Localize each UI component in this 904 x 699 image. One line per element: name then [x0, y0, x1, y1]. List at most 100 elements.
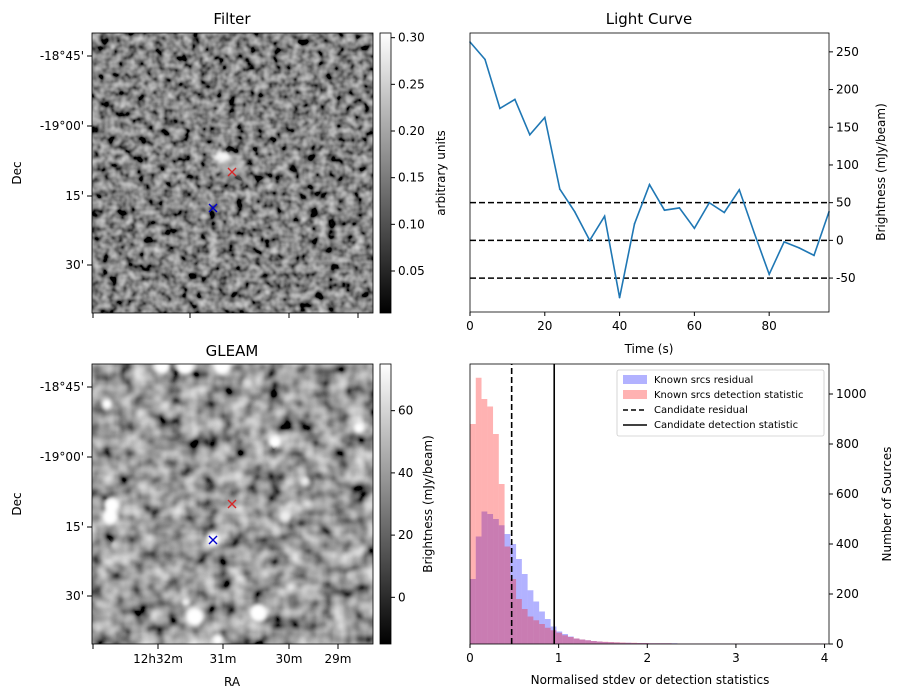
- histogram-candidate-lines: [510, 364, 556, 644]
- y-tick-label: 100: [836, 158, 859, 172]
- histogram-bar: [493, 519, 499, 644]
- y-tick-label: -50: [836, 271, 856, 285]
- y-tick-label: 200: [836, 83, 859, 97]
- gleam-x-label: RA: [224, 675, 241, 689]
- filter-y-ticks: -18°45' -19°00' 15' 30': [40, 49, 92, 272]
- histogram-bar: [590, 641, 597, 644]
- histogram-bar: [602, 642, 609, 644]
- histogram-bar: [637, 643, 643, 644]
- y-tick-label: 15': [65, 189, 84, 203]
- filter-title: Filter: [213, 10, 251, 28]
- filter-colorbar: 0.05 0.10 0.15 0.20 0.25 0.30 arbitrary units: [379, 31, 448, 314]
- colorbar-tick-label: 0: [398, 590, 406, 604]
- light-curve-point: [543, 116, 546, 119]
- filter-colorbar-label: arbitrary units: [434, 130, 448, 216]
- histogram-bar: [470, 579, 476, 644]
- light-curve-point: [723, 211, 726, 214]
- y-tick-label: 15': [65, 520, 84, 534]
- light-curve-point: [768, 273, 770, 276]
- colorbar-tick-label: 0.20: [398, 124, 425, 138]
- histogram-bar: [487, 406, 494, 644]
- histogram-bar: [498, 484, 505, 644]
- histogram-bar: [527, 590, 534, 644]
- x-tick-label: 3: [732, 651, 740, 665]
- histogram-bar: [631, 643, 638, 644]
- legend-label: Candidate residual: [654, 405, 748, 416]
- histogram-bar: [470, 424, 476, 644]
- gleam-y-ticks: -18°45' -19°00' 15' 30': [40, 380, 92, 603]
- x-tick-label: 20: [537, 319, 552, 333]
- histogram-bar: [573, 638, 580, 644]
- histogram-bar: [475, 536, 482, 644]
- light-curve-point: [663, 209, 666, 212]
- histogram-bar: [516, 599, 522, 644]
- light-curve-point: [738, 189, 741, 191]
- histogram-bar: [567, 636, 574, 644]
- histogram-y-label: Number of Sources: [880, 447, 894, 562]
- histogram-bar: [579, 639, 586, 644]
- filter-colorbar-ticks: 0.05 0.10 0.15 0.20 0.25 0.30: [391, 31, 425, 278]
- histogram-bar: [533, 601, 540, 644]
- y-tick-label: 150: [836, 120, 859, 134]
- filter-frame: [91, 32, 374, 314]
- legend-swatch-residual: [623, 375, 647, 384]
- histogram-bar: [544, 627, 551, 644]
- colorbar-tick-label: 0.30: [398, 31, 425, 45]
- light-curve-point: [588, 239, 591, 242]
- light-curve-point: [499, 107, 501, 110]
- light-curve-point: [798, 247, 800, 249]
- legend-swatch-detection: [623, 390, 647, 399]
- gleam-point-sources: [101, 364, 365, 644]
- light-curve-point: [529, 133, 531, 136]
- histogram-bar: [544, 619, 551, 644]
- histogram-y-ticks: 0 200 400 600 800 1000: [829, 387, 867, 651]
- y-tick-label: -19°00': [40, 119, 84, 133]
- histogram-bar: [642, 643, 649, 644]
- light-curve-point: [484, 58, 486, 61]
- histogram-bar: [585, 640, 591, 644]
- light-curve-y-label: Brightness (mJy/beam): [874, 103, 888, 241]
- y-tick-label: -19°00': [40, 450, 84, 464]
- histogram-x-label: Normalised stdev or detection statistics: [531, 673, 770, 687]
- histogram-bar: [516, 559, 522, 644]
- histogram-bar: [631, 642, 638, 644]
- histogram-bar: [573, 638, 580, 644]
- histogram-bar: [481, 511, 488, 644]
- legend-label: Candidate detection statistic: [654, 420, 798, 431]
- gleam-x-tick-label: 30m: [276, 652, 303, 666]
- histogram-bar: [527, 616, 534, 644]
- light-curve-series-line: [469, 41, 830, 298]
- histogram-bar: [567, 637, 574, 644]
- histogram-bar: [510, 579, 517, 644]
- position-marker: [227, 167, 237, 177]
- histogram-bar: [614, 642, 620, 644]
- y-tick-label: 30': [65, 258, 84, 272]
- light-curve-point: [603, 215, 606, 218]
- y-tick-label: 200: [836, 587, 859, 601]
- histogram-legend: Known srcs residual Known srcs detection…: [616, 369, 825, 437]
- filter-colorbar-gradient: [379, 32, 392, 314]
- x-tick-label: 60: [687, 319, 702, 333]
- light-curve-x-ticks: 0 20 40 60 80: [466, 312, 777, 333]
- light-curve-point: [813, 254, 815, 257]
- gleam-x-tick-label: 31m: [210, 652, 237, 666]
- gleam-colorbar-ticks: 0 20 40 60: [391, 404, 413, 604]
- y-tick-label: -18°45': [40, 380, 84, 394]
- y-tick-label: 50: [836, 196, 851, 210]
- histogram-bar: [637, 643, 643, 644]
- histogram-x-ticks: 0 1 2 3 4: [466, 644, 828, 665]
- y-tick-label: 1000: [836, 387, 867, 401]
- colorbar-tick-label: 60: [398, 404, 413, 418]
- light-curve-point: [573, 210, 576, 213]
- histogram-bar: [539, 624, 545, 644]
- light-curve-threshold-lines: [470, 201, 829, 279]
- filter-markers: [208, 167, 237, 213]
- histogram-bar: [596, 641, 603, 644]
- histogram-bar: [504, 546, 511, 644]
- y-tick-label: 250: [836, 45, 859, 59]
- gleam-image: [92, 364, 373, 644]
- colorbar-tick-label: 0.10: [398, 217, 425, 231]
- x-tick-label: 0: [466, 319, 474, 333]
- light-curve-point: [558, 188, 561, 190]
- gleam-y-label: Dec: [10, 492, 24, 515]
